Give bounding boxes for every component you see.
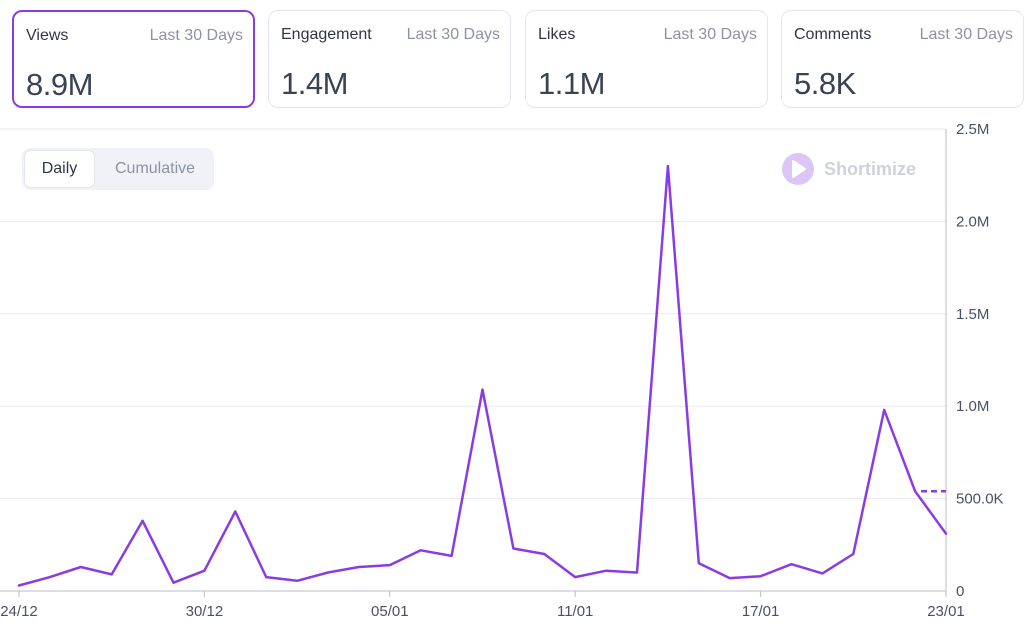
cumulative-toggle-button[interactable]: Cumulative — [114, 160, 196, 177]
stat-value: 5.8K — [794, 66, 856, 101]
x-tick-label: 23/01 — [927, 603, 965, 620]
stat-card-likes[interactable]: Likes Last 30 Days 1.1M — [525, 10, 768, 108]
daily-cumulative-toggle: Daily Cumulative — [22, 148, 214, 190]
x-tick-label: 17/01 — [742, 603, 780, 620]
stat-value: 8.9M — [26, 67, 93, 102]
brand-name: Shortimize — [824, 158, 917, 179]
stat-label: Views — [26, 27, 69, 44]
x-tick-label: 30/12 — [186, 603, 224, 620]
stat-label: Comments — [794, 26, 872, 43]
y-tick-label: 0 — [956, 583, 964, 600]
x-tick-label: 24/12 — [0, 603, 38, 620]
stat-period: Last 30 Days — [406, 26, 500, 43]
x-tick-label: 11/01 — [557, 603, 593, 620]
brand-watermark: Shortimize — [782, 152, 916, 186]
y-tick-label: 500.0K — [956, 491, 1004, 508]
shortimize-logo-icon — [782, 153, 814, 185]
stat-period: Last 30 Days — [149, 27, 243, 44]
stat-card-engagement[interactable]: Engagement Last 30 Days 1.4M — [268, 10, 511, 108]
stat-card-comments[interactable]: Comments Last 30 Days 5.8K — [781, 10, 1024, 108]
y-tick-label: 2.0M — [956, 213, 989, 230]
y-tick-label: 2.5M — [956, 121, 989, 138]
y-tick-label: 1.5M — [956, 306, 989, 323]
stat-value: 1.4M — [281, 66, 348, 101]
y-tick-label: 1.0M — [956, 398, 989, 415]
daily-toggle-button[interactable]: Daily — [25, 151, 94, 187]
stat-period: Last 30 Days — [919, 26, 1013, 43]
stat-label: Engagement — [281, 26, 372, 43]
stat-card-views[interactable]: Views Last 30 Days 8.9M — [12, 10, 255, 108]
stats-row: Views Last 30 Days 8.9M Engagement Last … — [12, 10, 1024, 110]
x-tick-label: 05/01 — [371, 603, 409, 620]
stat-value: 1.1M — [538, 66, 605, 101]
stat-period: Last 30 Days — [663, 26, 757, 43]
series-line — [17, 164, 948, 587]
stat-label: Likes — [538, 26, 576, 43]
